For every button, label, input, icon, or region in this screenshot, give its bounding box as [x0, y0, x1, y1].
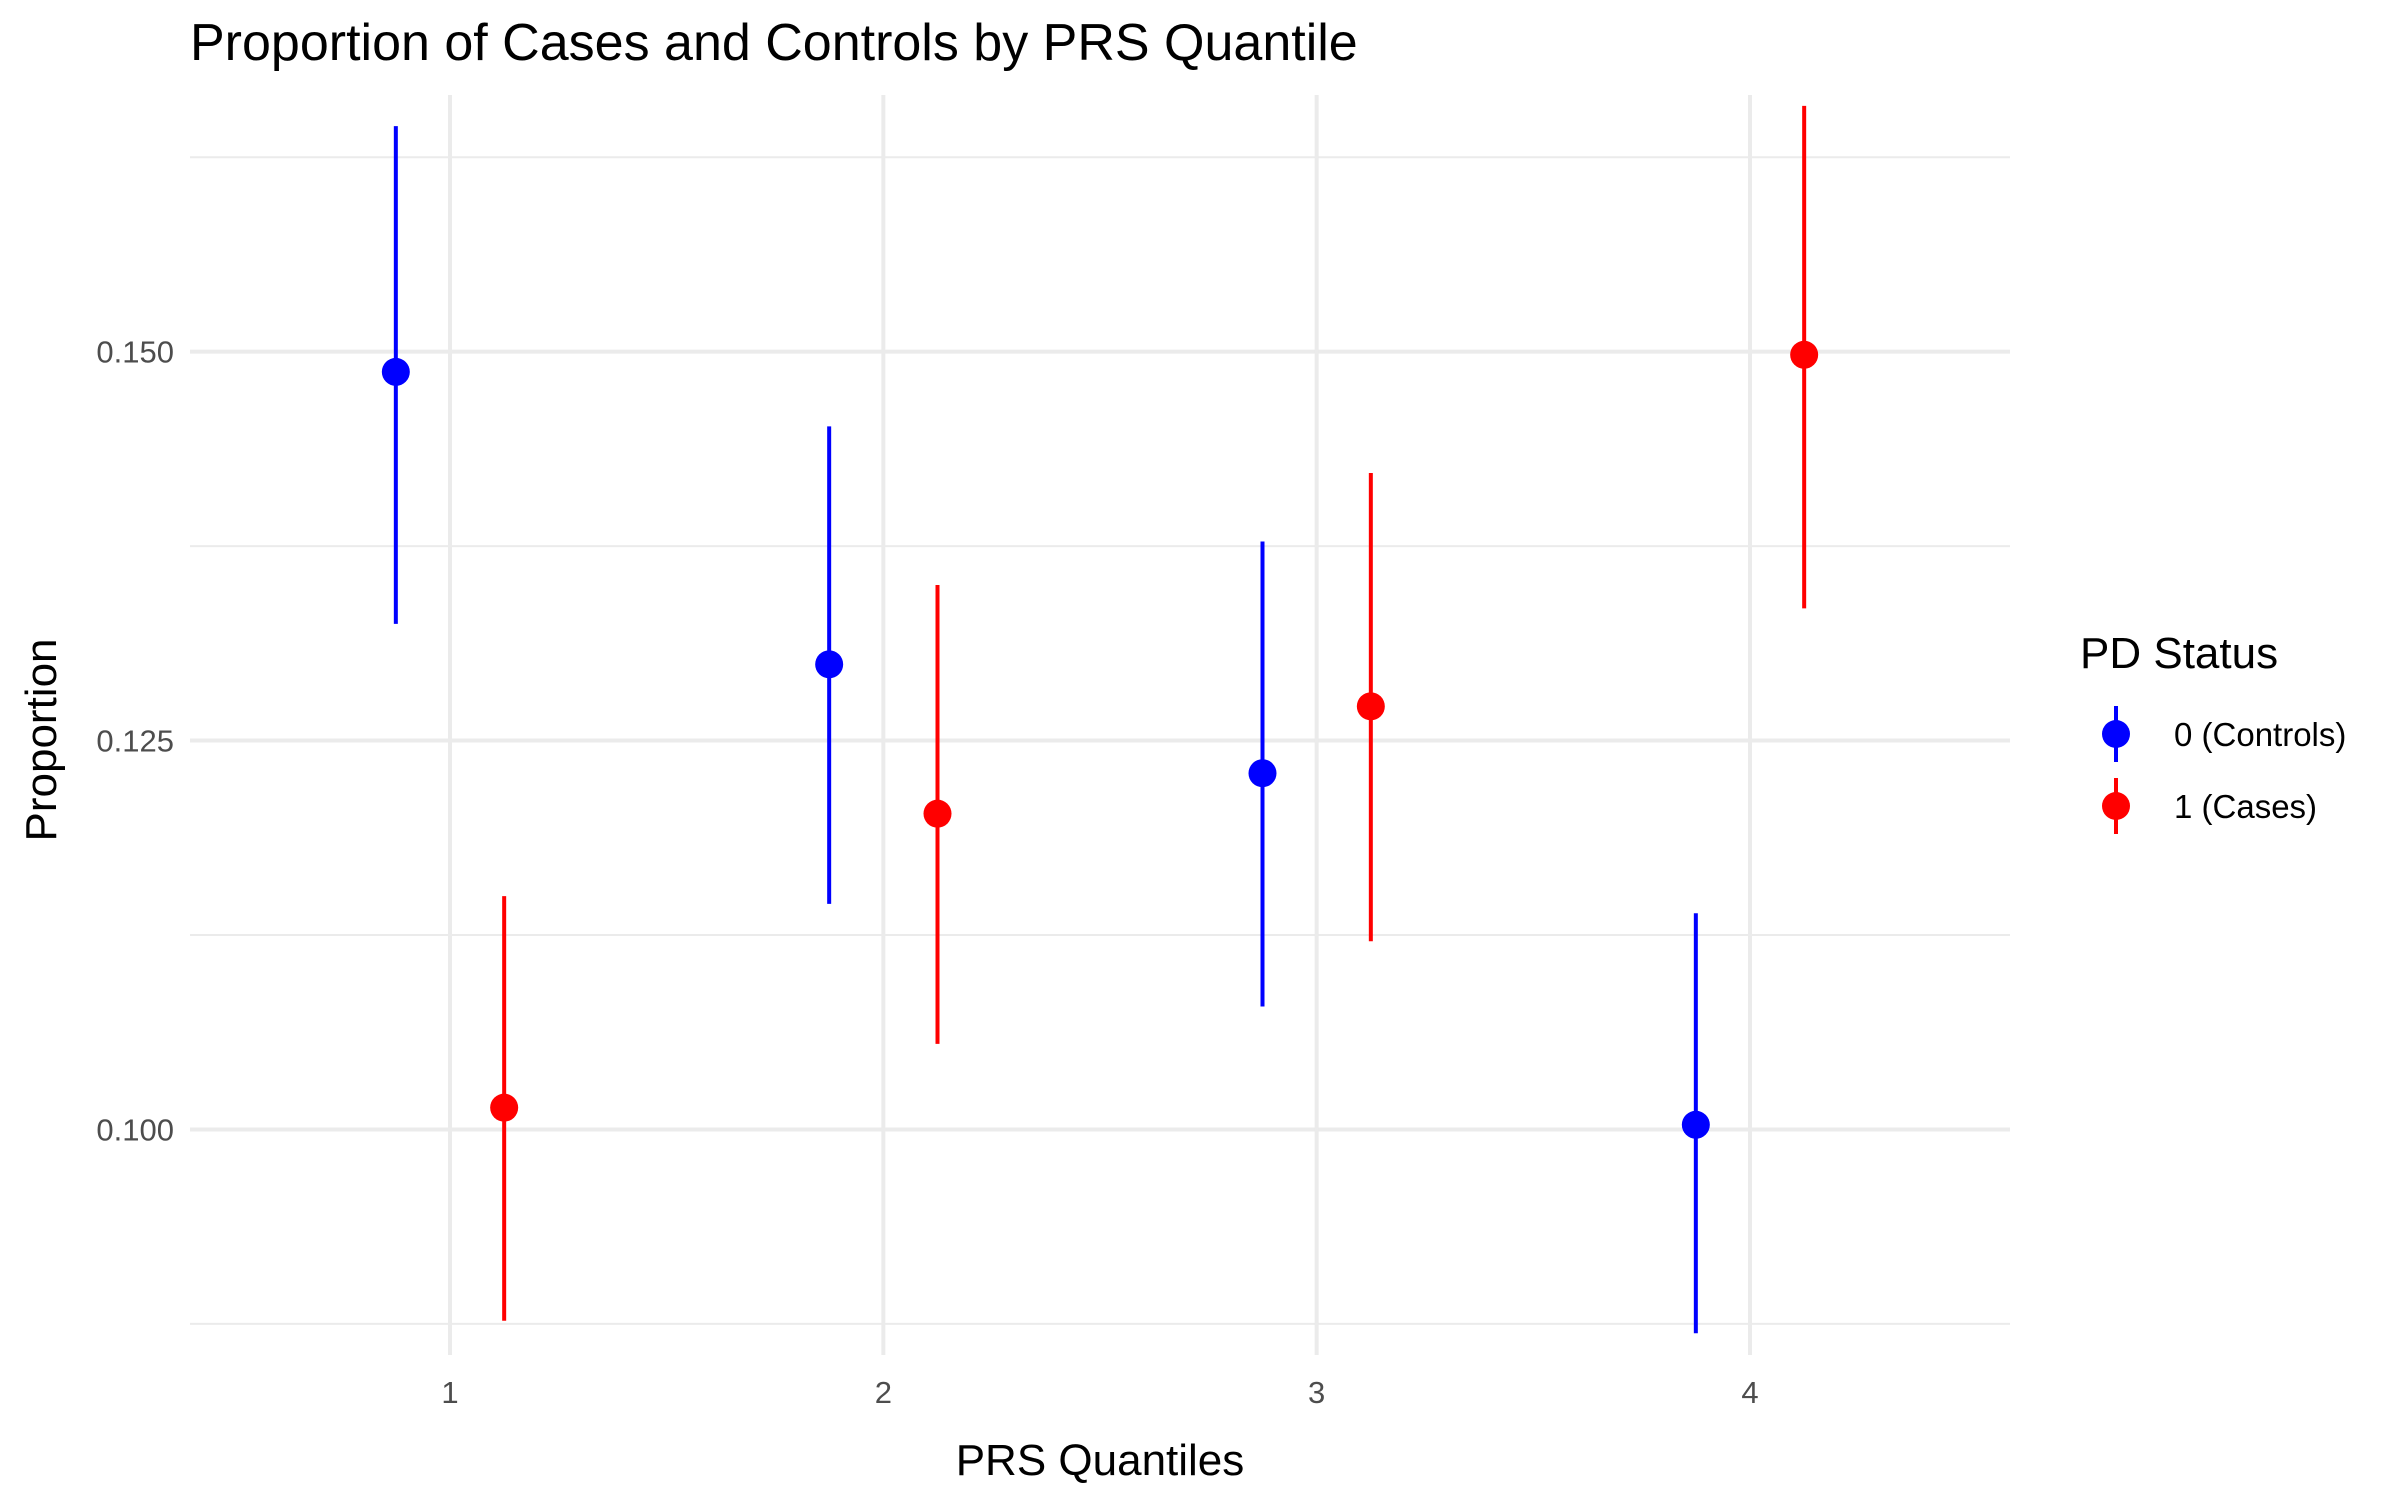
y-tick-label: 0.125	[96, 724, 174, 759]
y-tick-label: 0.150	[96, 335, 174, 370]
series-2	[490, 105, 1819, 1321]
y-axis-ticks: 0.100 0.125 0.150	[96, 335, 174, 1148]
data-point	[490, 1093, 519, 1122]
y-axis-title: Proportion	[17, 638, 66, 841]
data-point	[1248, 759, 1277, 788]
x-axis-ticks: 1 2 3 4	[441, 1375, 1758, 1410]
legend-label: 1 (Cases)	[2174, 788, 2317, 825]
legend: PD Status 0 (Controls) 1 (Cases)	[2080, 629, 2346, 834]
x-tick-label: 4	[1741, 1375, 1758, 1410]
y-tick-label: 0.100	[96, 1112, 174, 1147]
data-point	[1681, 1110, 1710, 1139]
data-point	[815, 650, 844, 679]
legend-entry: 1 (Cases)	[2102, 778, 2317, 834]
legend-title: PD Status	[2080, 629, 2278, 678]
legend-key-point	[2102, 792, 2130, 820]
legend-label: 0 (Controls)	[2174, 716, 2346, 753]
legend-key-point	[2102, 720, 2130, 748]
series-1	[381, 126, 1710, 1334]
gridlines	[190, 95, 2010, 1355]
chart-title: Proportion of Cases and Controls by PRS …	[190, 14, 1358, 72]
x-tick-label: 2	[875, 1375, 892, 1410]
x-axis-title: PRS Quantiles	[956, 1436, 1245, 1485]
legend-entry: 0 (Controls)	[2102, 706, 2346, 762]
data-point	[1356, 692, 1385, 721]
legend-entries: 0 (Controls) 1 (Cases)	[2102, 706, 2346, 834]
x-tick-label: 3	[1308, 1375, 1325, 1410]
data-series	[381, 105, 1819, 1334]
x-tick-label: 1	[441, 1375, 458, 1410]
data-point	[923, 799, 952, 828]
data-point	[1790, 340, 1819, 369]
data-point	[381, 357, 410, 386]
